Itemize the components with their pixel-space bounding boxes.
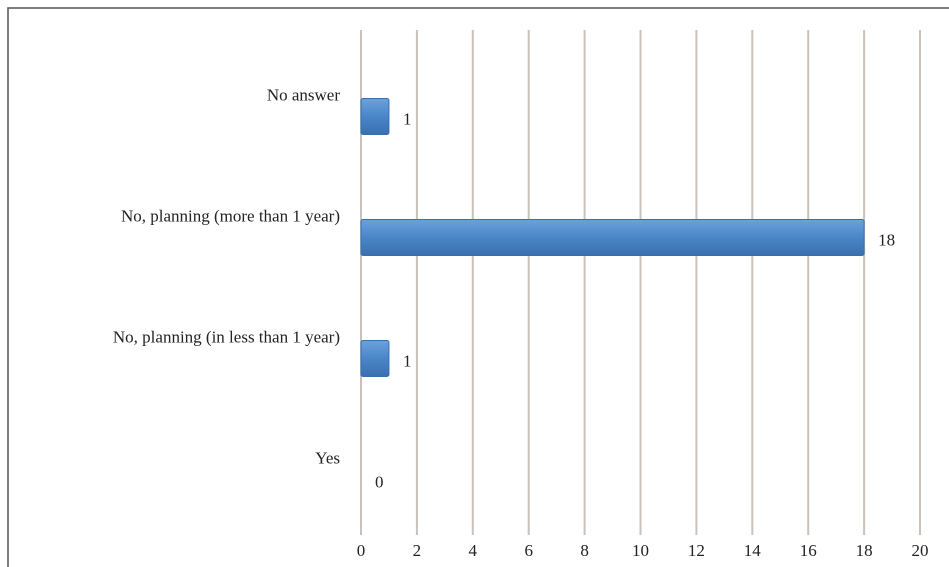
value-label: 1 [403,351,412,370]
y-tick-label: Yes [315,448,340,467]
x-tick-label: 16 [800,541,817,560]
x-tick-label: 14 [744,541,762,560]
x-tick-label: 18 [856,541,873,560]
value-label: 18 [878,230,895,249]
bar [360,219,865,256]
x-tick-label: 12 [688,541,705,560]
y-tick-label: No, planning (in less than 1 year) [113,327,340,346]
x-tick-label: 8 [580,541,589,560]
value-label: 1 [403,109,412,128]
x-tick-label: 0 [357,541,366,560]
x-tick-label: 20 [912,541,929,560]
y-tick-label: No, planning (more than 1 year) [121,206,340,225]
x-tick-label: 6 [524,541,533,560]
x-tick-label: 10 [632,541,649,560]
y-tick-label: No answer [267,85,341,104]
bar [360,340,390,377]
x-tick-label: 4 [469,541,478,560]
x-tick-label: 2 [413,541,422,560]
frame [7,7,949,567]
bar [360,98,390,135]
value-label: 0 [375,472,384,491]
